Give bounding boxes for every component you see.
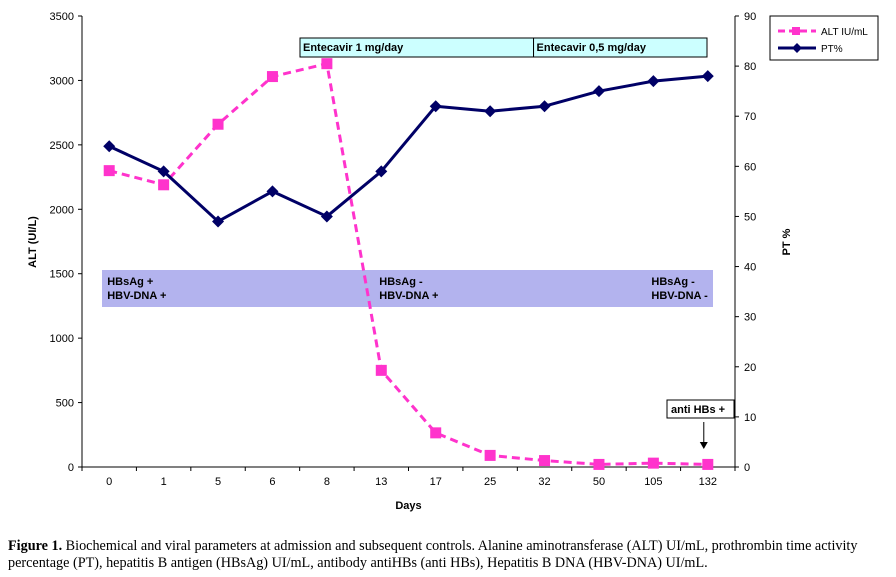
pt-data-point xyxy=(538,100,551,113)
x-tick-label: 6 xyxy=(269,476,275,488)
series-layer xyxy=(103,58,714,470)
alt-series-line xyxy=(108,62,708,466)
serology-hbvdna-label: HBV-DNA + xyxy=(379,290,438,302)
y2-tick-label: 10 xyxy=(744,412,756,424)
pt-data-point xyxy=(103,140,116,153)
x-tick-label: 50 xyxy=(593,476,605,488)
legend-box xyxy=(769,15,879,61)
pt-data-point xyxy=(320,210,333,223)
alt-data-point xyxy=(375,364,387,376)
y-tick-label: 0 xyxy=(68,462,74,474)
y2-tick-label: 80 xyxy=(744,61,756,73)
x-tick-label: 5 xyxy=(215,476,221,488)
legend: ALT IU/mL PT% xyxy=(769,15,879,61)
y-tick-label: 2500 xyxy=(50,140,74,152)
serology-hbvdna-label: HBV-DNA + xyxy=(107,290,166,302)
alt-data-point xyxy=(484,449,496,461)
y-tick-label: 1500 xyxy=(50,269,74,281)
alt-data-point xyxy=(103,165,115,177)
pt-data-point xyxy=(375,165,388,178)
alt-data-point xyxy=(321,58,333,70)
serology-hbvdna-label: HBV-DNA - xyxy=(651,290,708,302)
y2-tick-label: 90 xyxy=(744,11,756,23)
y-tick-label: 3500 xyxy=(50,11,74,23)
x-tick-label: 17 xyxy=(430,476,442,488)
pt-data-point xyxy=(266,185,279,198)
alt-data-point xyxy=(430,427,442,439)
y2-tick-label: 20 xyxy=(744,362,756,374)
x-axis-title: Days xyxy=(395,500,421,512)
treatment-label: Entecavir 0,5 mg/day xyxy=(537,42,647,54)
x-tick-label: 32 xyxy=(538,476,550,488)
y-tick-label: 500 xyxy=(56,398,74,410)
annotation-arrow-head xyxy=(699,442,708,449)
y2-tick-label: 70 xyxy=(744,111,756,123)
y2-tick-label: 50 xyxy=(744,211,756,223)
y-tick-label: 1000 xyxy=(50,333,74,345)
axes: 0500100015002000250030003500010203040506… xyxy=(27,11,793,512)
y2-tick-label: 0 xyxy=(744,462,750,474)
pt-data-point xyxy=(429,100,442,113)
pt-data-point xyxy=(484,105,497,118)
alt-data-point xyxy=(593,458,605,470)
pt-data-point xyxy=(592,85,605,98)
caption-text: Biochemical and viral parameters at admi… xyxy=(8,538,858,571)
pt-series-line xyxy=(108,74,708,223)
y2-axis-title: PT % xyxy=(781,228,793,255)
y-tick-label: 2000 xyxy=(50,204,74,216)
alt-data-point xyxy=(539,455,551,467)
y2-tick-label: 40 xyxy=(744,262,756,274)
x-tick-label: 105 xyxy=(644,476,662,488)
y2-tick-label: 30 xyxy=(744,312,756,324)
serology-hbsag-label: HBsAg - xyxy=(651,276,695,288)
serology-hbsag-label: HBsAg + xyxy=(107,276,153,288)
pt-data-point xyxy=(212,215,225,228)
x-tick-label: 1 xyxy=(161,476,167,488)
pt-data-point xyxy=(701,70,714,83)
x-tick-label: 0 xyxy=(106,476,112,488)
annotation-label: anti HBs + xyxy=(671,404,725,416)
alt-data-point xyxy=(702,458,714,470)
alt-data-point xyxy=(212,118,224,130)
x-tick-label: 132 xyxy=(699,476,717,488)
legend-swatch-marker xyxy=(792,43,802,53)
serology-band xyxy=(102,270,713,307)
x-tick-label: 13 xyxy=(375,476,387,488)
figure-caption: Figure 1. Biochemical and viral paramete… xyxy=(8,538,890,572)
pt-data-point xyxy=(647,75,660,88)
y2-tick-label: 60 xyxy=(744,161,756,173)
legend-label: ALT IU/mL xyxy=(821,27,868,38)
alt-data-point xyxy=(266,71,278,83)
serology-hbsag-label: HBsAg - xyxy=(379,276,423,288)
annotation-layer: HBsAg + HBV-DNA + HBsAg - HBV-DNA + HBsAg - H… xyxy=(102,37,735,449)
x-tick-label: 8 xyxy=(324,476,330,488)
pt-data-point xyxy=(157,165,170,178)
alt-data-point xyxy=(647,457,659,469)
treatment-label: Entecavir 1 mg/day xyxy=(303,42,404,54)
legend-label: PT% xyxy=(821,44,843,55)
legend-swatch-marker xyxy=(792,27,800,35)
alt-data-point xyxy=(158,179,170,191)
y-axis-title: ALT (UI/L) xyxy=(27,216,39,268)
chart: HBsAg + HBV-DNA + HBsAg - HBV-DNA + HBsAg - H… xyxy=(27,11,879,512)
y-tick-label: 3000 xyxy=(50,75,74,87)
caption-label: Figure 1. xyxy=(8,538,63,554)
treatment-box xyxy=(533,37,708,58)
x-tick-label: 25 xyxy=(484,476,496,488)
annotation-box xyxy=(666,399,735,419)
